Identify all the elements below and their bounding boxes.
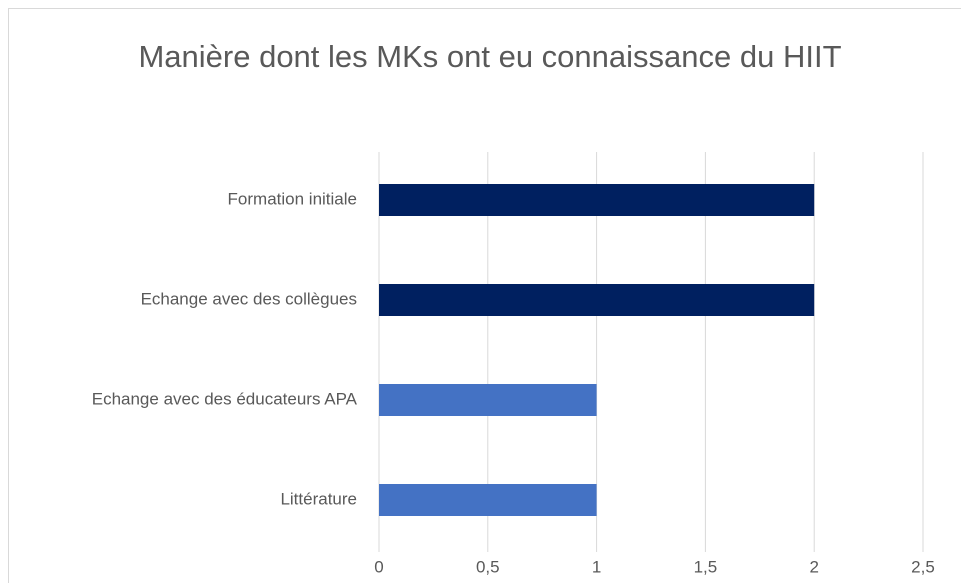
x-tick-label: 1 [592,557,601,576]
y-tick-label: Echange avec des éducateurs APA [92,389,358,408]
y-tick-label: Formation initiale [228,189,357,208]
y-tick-label: Littérature [280,489,357,508]
bar [379,484,597,516]
y-tick-label: Echange avec des collègues [141,289,357,308]
bar [379,384,597,416]
x-tick-label: 2,5 [911,557,935,576]
chart-title: Manière dont les MKs ont eu connaissance… [138,39,842,74]
chart-border [8,8,961,583]
bar [379,184,815,216]
x-tick-label: 2 [809,557,818,576]
x-tick-label: 0 [374,557,383,576]
x-tick-label: 0,5 [476,557,500,576]
x-tick-label: 1,5 [694,557,718,576]
bar [379,284,815,316]
